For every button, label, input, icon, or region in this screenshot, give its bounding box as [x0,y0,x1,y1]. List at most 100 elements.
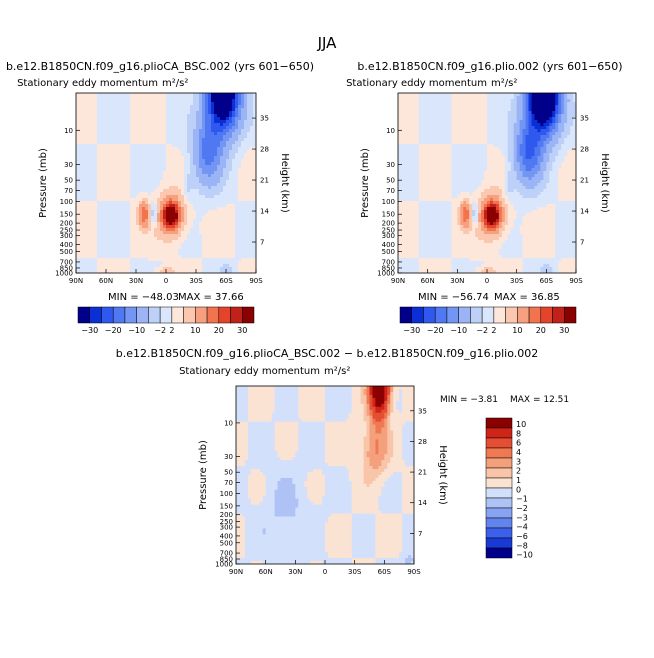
heatmap-cell [94,162,97,165]
heatmap-cell [166,99,169,102]
heatmap-cell [100,159,103,162]
heatmap-cell [76,144,79,147]
heatmap-cell [88,192,91,195]
heatmap-cell [398,108,401,111]
heatmap-cell [142,264,145,267]
heatmap-cell [145,198,148,201]
heatmap-cell [211,243,214,246]
heatmap-cell [555,138,558,141]
heatmap-cell [181,174,184,177]
heatmap-cell [91,231,94,234]
heatmap-cell [232,168,235,171]
heatmap-cell [244,252,247,255]
figure-title: JJA [317,34,338,52]
heatmap-cell [190,105,193,108]
heatmap-cell [443,105,446,108]
heatmap-cell [472,138,475,141]
heatmap-cell [172,246,175,249]
heatmap-cell [534,120,537,123]
heatmap-cell [82,243,85,246]
heatmap-cell [416,156,419,159]
heatmap-cell [211,213,214,216]
heatmap-cell [238,141,241,144]
heatmap-cell [142,99,145,102]
heatmap-cell [523,132,526,135]
heatmap-cell [97,237,100,240]
heatmap-cell [142,120,145,123]
heatmap-cell [130,222,133,225]
heatmap-cell [517,126,520,129]
heatmap-cell [425,108,428,111]
heatmap-cell [413,141,416,144]
heatmap-cell [543,153,546,156]
heatmap-cell [103,225,106,228]
heatmap-cell [196,237,199,240]
heatmap-cell [184,180,187,183]
heatmap-cell [142,219,145,222]
heatmap-cell [437,93,440,96]
heatmap-cell [85,234,88,237]
heatmap-cell [413,135,416,138]
heatmap-cell [223,216,226,219]
heatmap-cell [187,150,190,153]
heatmap-cell [244,213,247,216]
heatmap-cell [154,156,157,159]
heatmap-cell [407,156,410,159]
heatmap-cell [151,168,154,171]
heatmap-cell [142,111,145,114]
heatmap-cell [558,108,561,111]
heatmap-cell [241,117,244,120]
heatmap-cell [76,102,79,105]
heatmap-cell [570,102,573,105]
heatmap-cell [106,171,109,174]
heatmap-cell [103,132,106,135]
heatmap-cell [178,198,181,201]
heatmap-cell [199,147,202,150]
heatmap-cell [94,240,97,243]
heatmap-cell [136,183,139,186]
heatmap-cell [154,141,157,144]
heatmap-cell [175,114,178,117]
heatmap-cell [175,177,178,180]
heatmap-cell [148,243,151,246]
heatmap-cell [91,102,94,105]
heatmap-cell [148,174,151,177]
heatmap-cell [145,177,148,180]
heatmap-cell [214,129,217,132]
heatmap-cell [112,102,115,105]
heatmap-cell [100,213,103,216]
heatmap-cell [244,249,247,252]
heatmap-cell [76,93,79,96]
heatmap-cell [211,96,214,99]
heatmap-cell [145,162,148,165]
heatmap-cell [157,207,160,210]
heatmap-cell [434,126,437,129]
heatmap-cell [425,93,428,96]
heatmap-cell [115,225,118,228]
heatmap-cell [499,144,502,147]
heatmap-cell [546,111,549,114]
heatmap-cell [139,126,142,129]
heatmap-cell [437,96,440,99]
heatmap-cell [79,252,82,255]
heatmap-cell [187,147,190,150]
heatmap-cell [196,165,199,168]
heatmap-cell [106,201,109,204]
heatmap-cell [94,204,97,207]
heatmap-cell [109,120,112,123]
heatmap-cell [238,186,241,189]
heatmap-cell [151,216,154,219]
panel-run-title: b.e12.B1850CN.f09_g16.plio.002 (yrs 601−… [357,60,622,73]
heatmap-cell [469,99,472,102]
heatmap-cell [127,264,130,267]
heatmap-cell [428,156,431,159]
heatmap-cell [454,117,457,120]
heatmap-cell [154,249,157,252]
heatmap-cell [193,123,196,126]
heatmap-cell [157,189,160,192]
heatmap-cell [229,210,232,213]
heatmap-cell [139,162,142,165]
heatmap-cell [555,117,558,120]
heatmap-cell [142,243,145,246]
heatmap-cell [97,210,100,213]
